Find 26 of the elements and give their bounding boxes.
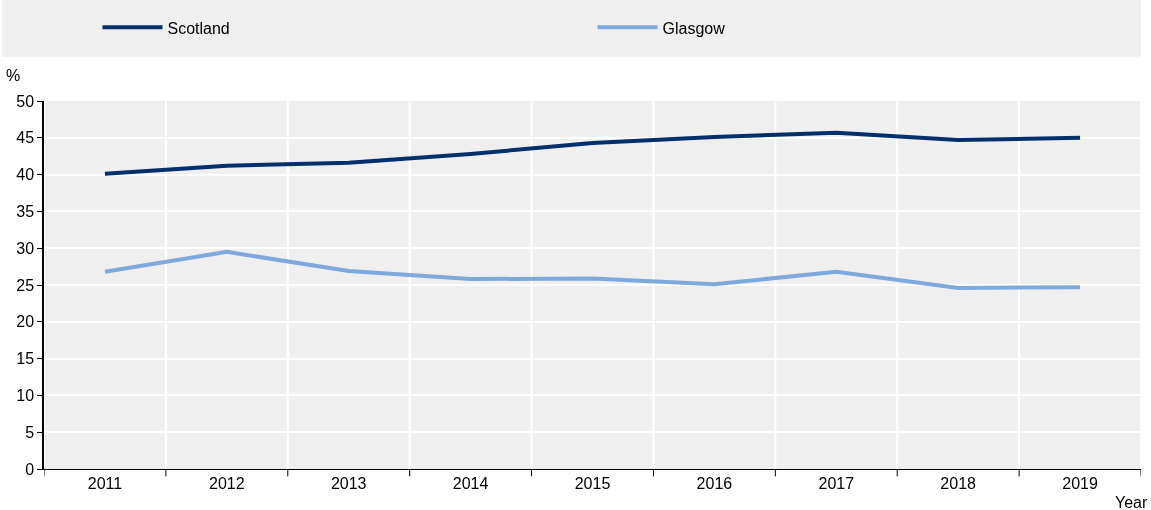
x-tick-label: 2018 <box>940 475 977 493</box>
x-tick-label: 2012 <box>209 475 245 493</box>
line-series <box>102 249 1083 290</box>
y-axis-title: % <box>6 67 21 84</box>
y-tick-label: 45 <box>16 129 35 147</box>
y-tick-label: 40 <box>16 166 35 184</box>
y-tick-label: 20 <box>16 313 35 331</box>
y-tick-label: 15 <box>16 350 35 368</box>
x-tick-label: 2016 <box>696 475 733 493</box>
x-tick-label: 2011 <box>87 475 123 493</box>
y-tick-label: 10 <box>16 387 35 404</box>
x-tick-label: 2019 <box>1062 475 1098 493</box>
legend-label: Glasgow <box>662 19 726 37</box>
x-tick-label: 2014 <box>452 475 489 493</box>
x-axis-title: Year <box>1115 494 1148 510</box>
x-tick-label: 2015 <box>574 475 611 493</box>
y-tick-label: 50 <box>16 92 35 110</box>
y-tick-label: 0 <box>25 460 35 478</box>
y-tick-label: 5 <box>25 423 35 441</box>
y-tick-label: 35 <box>16 203 35 220</box>
x-tick-label: 2017 <box>818 475 855 493</box>
legend-label: Scotland <box>167 19 230 37</box>
x-tick-label: 2013 <box>330 475 367 493</box>
line-series <box>102 130 1083 176</box>
y-tick-label: 25 <box>16 276 35 294</box>
y-tick-label: 30 <box>16 239 35 257</box>
